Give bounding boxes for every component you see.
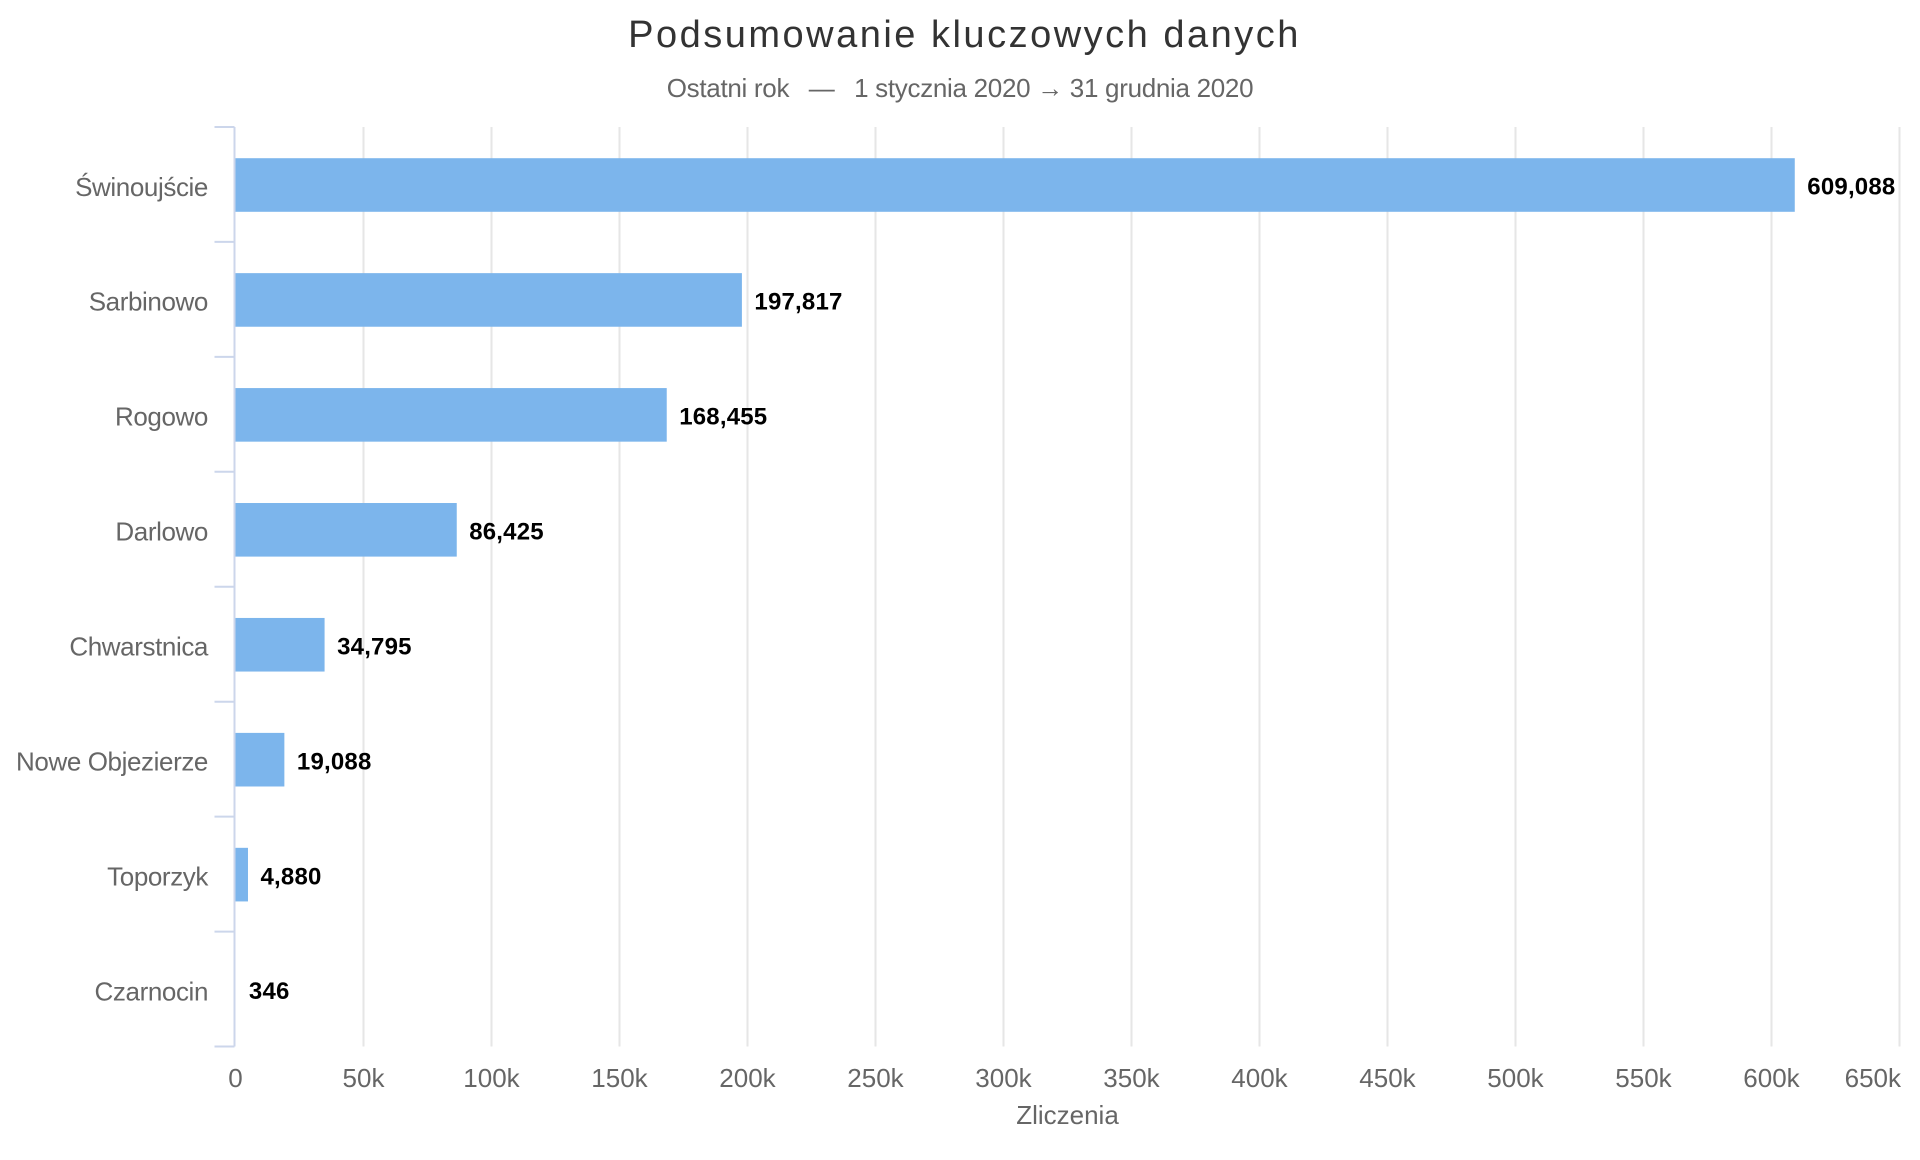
svg-text:50k: 50k	[343, 1063, 386, 1093]
svg-text:0: 0	[228, 1063, 242, 1093]
svg-text:346: 346	[249, 978, 290, 1005]
svg-text:Zliczenia: Zliczenia	[1016, 1100, 1119, 1130]
svg-text:Toporzyk: Toporzyk	[107, 861, 209, 891]
svg-text:Ostatni rok — 1 stycznia 202: Ostatni rok — 1 stycznia 2020 → 31 grudn…	[667, 73, 1254, 103]
svg-text:Darlowo: Darlowo	[115, 517, 208, 547]
svg-text:500k: 500k	[1487, 1063, 1544, 1093]
svg-text:197,817: 197,817	[754, 289, 842, 316]
svg-text:150k: 150k	[591, 1063, 648, 1093]
svg-text:550k: 550k	[1615, 1063, 1672, 1093]
svg-text:Czarnocin: Czarnocin	[95, 976, 208, 1006]
svg-text:350k: 350k	[1103, 1063, 1160, 1093]
svg-text:19,088: 19,088	[297, 748, 372, 775]
svg-text:168,455: 168,455	[679, 404, 767, 431]
svg-text:609,088: 609,088	[1807, 174, 1895, 201]
svg-text:Sarbinowo: Sarbinowo	[89, 287, 208, 317]
svg-text:Chwarstnica: Chwarstnica	[69, 632, 209, 662]
svg-text:86,425: 86,425	[469, 519, 544, 546]
svg-text:200k: 200k	[719, 1063, 776, 1093]
svg-text:450k: 450k	[1359, 1063, 1416, 1093]
svg-text:100k: 100k	[463, 1063, 520, 1093]
svg-text:Podsumowanie kluczowych danych: Podsumowanie kluczowych danych	[628, 14, 1301, 56]
svg-text:Nowe Objezierze: Nowe Objezierze	[16, 747, 208, 777]
svg-text:650k: 650k	[1845, 1063, 1902, 1093]
svg-text:400k: 400k	[1231, 1063, 1288, 1093]
svg-text:4,880: 4,880	[261, 863, 322, 890]
svg-text:300k: 300k	[975, 1063, 1032, 1093]
svg-text:34,795: 34,795	[337, 633, 412, 660]
svg-text:Rogowo: Rogowo	[115, 402, 208, 432]
svg-text:250k: 250k	[847, 1063, 904, 1093]
svg-text:Świnoujście: Świnoujście	[75, 172, 208, 202]
svg-text:600k: 600k	[1743, 1063, 1800, 1093]
